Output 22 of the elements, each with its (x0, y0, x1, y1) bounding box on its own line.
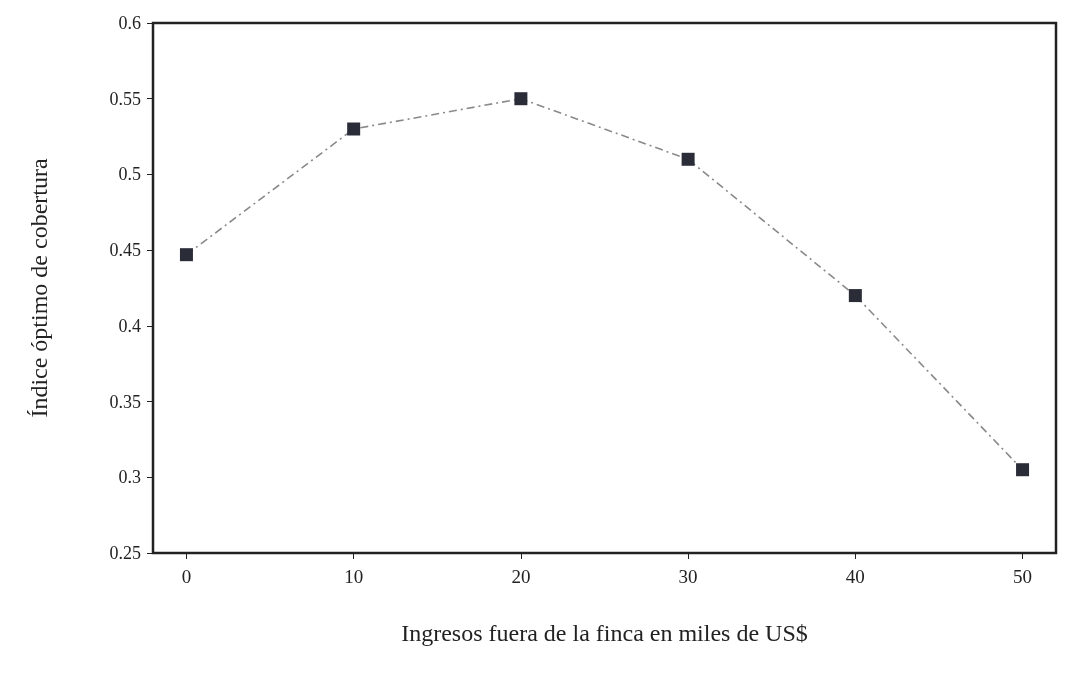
y-tick-label: 0.5 (118, 164, 141, 185)
y-tick-label: 0.6 (118, 13, 141, 33)
point (1016, 463, 1030, 477)
point (347, 122, 361, 136)
y-tick-label: 0.45 (109, 240, 141, 261)
y-tick-label: 0.35 (109, 391, 141, 412)
point (179, 248, 193, 262)
y-tick-label: 0.4 (118, 315, 141, 336)
point (681, 152, 695, 166)
y-tick-label: 0.3 (118, 467, 141, 488)
x-axis-title: Ingresos fuera de la finca en miles de US$ (401, 620, 808, 646)
y-axis-title: Índice óptimo de cobertura (26, 158, 52, 418)
point (514, 92, 528, 106)
x-tick-label: 10 (344, 566, 364, 587)
x-tick-label: 50 (1013, 566, 1033, 587)
x-tick-label: 40 (845, 566, 865, 587)
x-tick-label: 0 (181, 566, 192, 587)
x-tick-label: 20 (511, 566, 531, 587)
y-tick-label: 0.25 (109, 543, 141, 563)
point (848, 289, 862, 303)
y-tick-label: 0.55 (109, 88, 141, 109)
x-tick-label: 30 (678, 566, 698, 587)
